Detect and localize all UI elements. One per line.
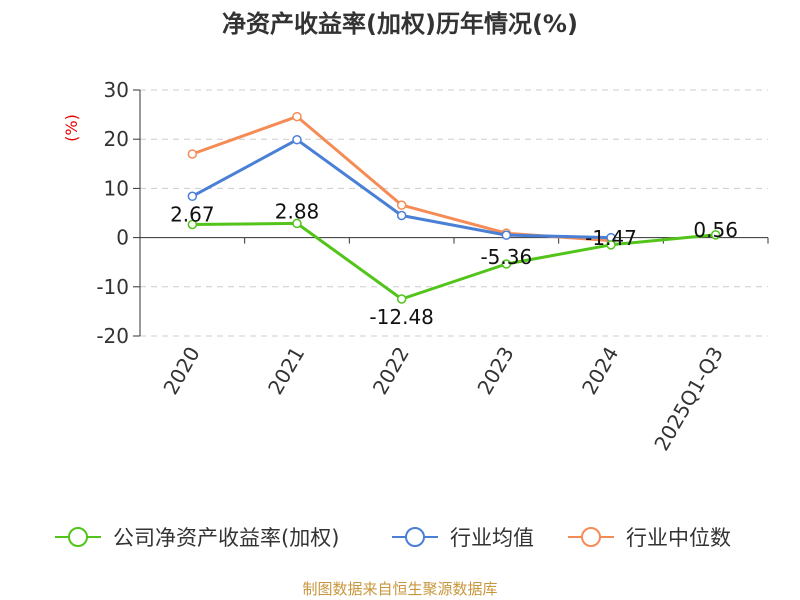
chart-title: 净资产收益率(加权)历年情况(%) [222, 10, 578, 38]
y-tick-label: -10 [96, 275, 129, 299]
axes [139, 90, 769, 336]
x-tick-label: 2025Q1-Q3 [649, 343, 728, 455]
data-point [710, 230, 721, 240]
data-point [292, 134, 302, 145]
data-point [292, 111, 302, 122]
legend-marker [405, 527, 425, 547]
data-point [501, 230, 512, 240]
data-point [396, 210, 407, 221]
legend-marker [581, 527, 601, 547]
legend-label: 行业中位数 [626, 526, 731, 550]
y-ticks: 30 20 10 0 -10 -20 [96, 78, 140, 348]
data-label: 2.67 [170, 202, 215, 226]
x-tick-label: 2023 [472, 343, 518, 399]
x-tick-label: 2021 [263, 343, 309, 399]
y-tick-label: 20 [104, 127, 129, 151]
data-point [187, 219, 198, 230]
series-line [192, 221, 716, 301]
data-label: 0.56 [693, 218, 738, 242]
data-point [396, 294, 407, 304]
legend-item[interactable]: 公司净资产收益率(加权) [55, 526, 339, 550]
y-tick-label: 10 [104, 176, 129, 200]
data-labels: 2.67 2.88 -12.48 -5.36 -1.47 0.56 [170, 199, 738, 329]
x-ticks: 2020 2021 2022 2023 2024 2025Q1-Q3 [158, 343, 728, 455]
legend-label: 行业均值 [450, 526, 534, 550]
grid [140, 89, 768, 337]
legend-label: 公司净资产收益率(加权) [113, 526, 339, 550]
legend-marker [68, 527, 88, 547]
data-label: -1.47 [585, 226, 637, 250]
series-line [191, 115, 612, 243]
data-point [396, 200, 407, 210]
data-label: 2.88 [275, 199, 320, 223]
data-label: -5.36 [480, 245, 532, 269]
x-tick-label: 2024 [577, 343, 623, 399]
data-label: -12.48 [369, 305, 433, 329]
x-tick-label: 2022 [368, 343, 414, 399]
data-point [187, 149, 198, 159]
data-point [187, 191, 198, 202]
legend[interactable]: 公司净资产收益率(加权) 行业均值 行业中位数 [55, 526, 731, 550]
source-note: 制图数据来自恒生聚源数据库 [302, 580, 497, 598]
legend-item[interactable]: 行业中位数 [568, 526, 731, 550]
y-tick-label: 30 [104, 78, 129, 102]
series-group [187, 111, 721, 304]
data-point [501, 259, 512, 269]
y-unit-label: (%) [62, 114, 81, 142]
data-point [606, 240, 616, 250]
legend-item[interactable]: 行业均值 [392, 526, 534, 550]
y-tick-label: -20 [96, 324, 129, 348]
data-point [292, 218, 302, 229]
x-tick-label: 2020 [158, 343, 204, 399]
y-tick-label: 0 [116, 226, 129, 250]
